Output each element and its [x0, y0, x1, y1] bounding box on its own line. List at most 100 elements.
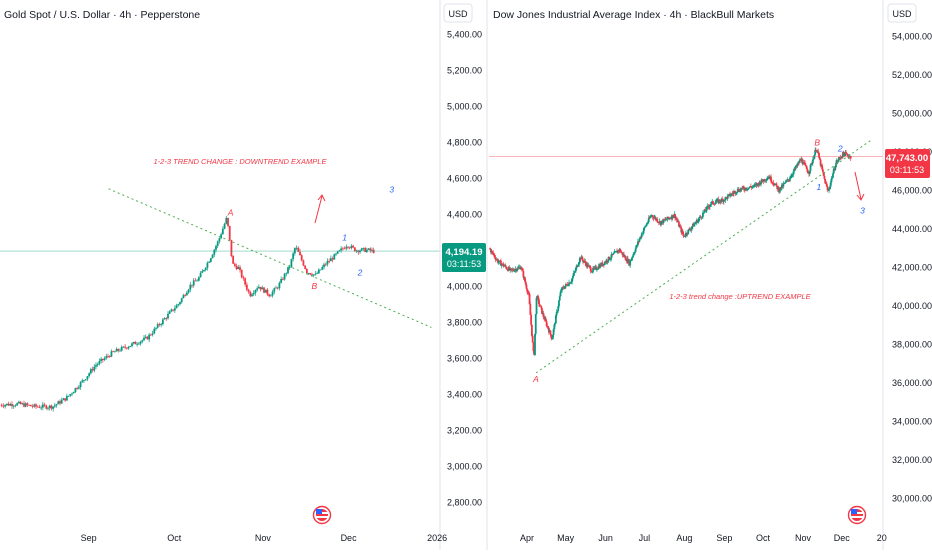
- price-tick-label: 42,000.00: [892, 263, 932, 273]
- candle-body: [645, 224, 648, 227]
- candle-body: [493, 255, 496, 258]
- candle-body: [290, 259, 293, 268]
- candle-body: [283, 273, 286, 280]
- candle-body: [721, 198, 724, 200]
- candle-body: [273, 288, 276, 292]
- candle-body: [517, 267, 519, 270]
- candle-body: [101, 358, 104, 361]
- price-tick-label: 40,000.00: [892, 301, 932, 311]
- candle-body: [554, 315, 557, 324]
- wave-label-3[interactable]: 3: [389, 184, 394, 194]
- candle-body: [823, 175, 826, 179]
- candle-body: [743, 187, 745, 190]
- candle-body: [774, 184, 776, 186]
- candle-body: [573, 271, 576, 274]
- time-tick-label: Jul: [639, 533, 651, 543]
- candle-body: [77, 387, 80, 389]
- candle-body: [275, 287, 277, 289]
- candle-body: [5, 403, 8, 405]
- candle-body: [543, 317, 546, 320]
- candle-body: [309, 273, 312, 275]
- candle-body: [319, 269, 322, 271]
- price-tick-label: 32,000.00: [892, 455, 932, 465]
- candle-body: [540, 305, 543, 308]
- candle-body: [539, 305, 542, 307]
- gold-time-axis[interactable]: Sep Oct Nov Dec 2026: [81, 533, 448, 543]
- candle-body: [734, 191, 737, 194]
- gold-currency-button[interactable]: USD: [443, 3, 473, 23]
- candle-body: [510, 268, 513, 270]
- gold-events-flag[interactable]: [312, 505, 332, 525]
- candle-body: [637, 241, 640, 243]
- wave-label-1[interactable]: 1: [342, 233, 347, 243]
- gold-chart-pane: A B 1 2 3 1-2-3 TREND CHANGE : DOWNTREND EXAM…: [0, 0, 487, 550]
- candle-body: [324, 264, 327, 266]
- price-tick-label: 4,800.00: [447, 138, 482, 148]
- dow-current-price: 47,743.00: [886, 153, 928, 164]
- candle-body: [547, 326, 550, 329]
- candle-body: [55, 404, 58, 406]
- candle-body: [707, 205, 710, 207]
- time-tick-label: May: [557, 533, 575, 543]
- dow-events-flag[interactable]: [847, 505, 867, 525]
- candle-body: [801, 158, 803, 163]
- candle-body: [367, 248, 370, 250]
- time-tick-label: Aug: [676, 533, 692, 543]
- arrow-down-icon[interactable]: [854, 171, 865, 201]
- candle-body: [596, 268, 599, 270]
- wave-label-2[interactable]: 2: [357, 268, 363, 278]
- candle-body: [16, 403, 19, 406]
- candle-body: [175, 305, 178, 309]
- trend-annotation[interactable]: 1-2-3 TREND CHANGE : DOWNTREND EXAMPLE: [154, 157, 328, 166]
- wave-label-B[interactable]: B: [311, 281, 317, 291]
- candle-body: [221, 228, 224, 235]
- wave-label-A[interactable]: A: [227, 208, 234, 218]
- candle-body: [805, 166, 808, 170]
- price-tick-label: 2,800.00: [447, 498, 482, 508]
- candle-body: [50, 405, 53, 409]
- candle-body: [127, 346, 130, 349]
- candle-body: [606, 260, 608, 262]
- dow-currency-button[interactable]: USD: [887, 3, 917, 23]
- wave-label-2[interactable]: 2: [837, 143, 843, 153]
- trendline[interactable]: [108, 188, 432, 328]
- wave-label-3[interactable]: 3: [860, 206, 865, 216]
- candle-body: [191, 284, 193, 286]
- candle-body: [534, 333, 536, 355]
- candle-body: [841, 156, 844, 158]
- trendline[interactable]: [535, 139, 872, 374]
- wave-label-B[interactable]: B: [814, 138, 820, 148]
- candle-body: [321, 267, 324, 270]
- candle-body: [119, 350, 121, 352]
- candle-body: [782, 183, 785, 187]
- wave-label-A[interactable]: A: [532, 374, 539, 384]
- candle-body: [129, 345, 132, 347]
- dow-time-axis[interactable]: Apr May Jun Jul Aug Sep Oct Nov Dec 20: [520, 533, 887, 543]
- candle-body: [846, 154, 849, 156]
- arrow-up-icon[interactable]: [314, 194, 326, 224]
- candle-body: [230, 239, 233, 256]
- candle-body: [7, 403, 10, 406]
- candle-body: [163, 318, 166, 320]
- candle-body: [586, 263, 589, 267]
- candle-body: [137, 343, 140, 345]
- candle-body: [108, 356, 111, 358]
- candle-body: [849, 156, 852, 159]
- candle-body: [245, 284, 248, 290]
- candle-body: [581, 256, 584, 260]
- dow-price-tag: 47,743.00 03:11:53: [885, 149, 930, 178]
- time-tick-label: Jun: [598, 533, 613, 543]
- candle-body: [648, 217, 651, 219]
- candle-body: [503, 265, 505, 267]
- candle-body: [261, 287, 264, 290]
- wave-label-1[interactable]: 1: [816, 182, 821, 192]
- candle-body: [695, 222, 697, 224]
- trend-annotation[interactable]: 1-2-3 trend change :UPTREND EXAMPLE: [669, 292, 811, 301]
- candle-body: [31, 406, 34, 407]
- candle-body: [305, 268, 308, 274]
- dow-price-axis[interactable]: 54,000.0052,000.0050,000.0048,000.0046,0…: [892, 32, 932, 504]
- candle-body: [141, 340, 144, 342]
- candle-body: [770, 176, 772, 182]
- candle-body: [756, 183, 759, 185]
- candle-body: [554, 323, 557, 325]
